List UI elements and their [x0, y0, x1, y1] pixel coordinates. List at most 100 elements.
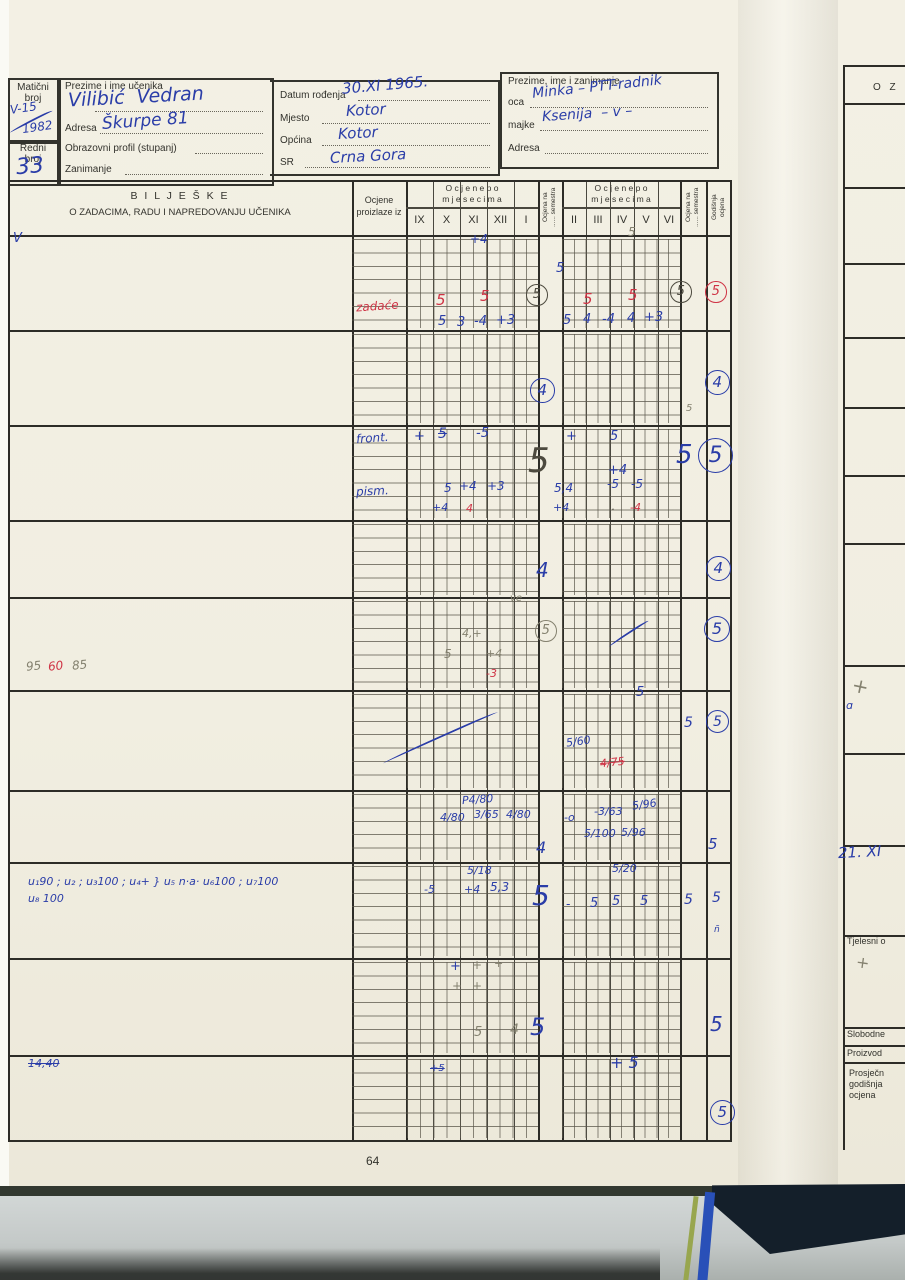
municipality-label: Općina [280, 135, 312, 146]
handwritten-grade: 5 [698, 438, 733, 473]
grid-line [407, 694, 538, 788]
semester1-header: Ocjena na ...... semestra [539, 182, 561, 233]
margin-note: 60 [47, 658, 64, 674]
profile-dotted-line [195, 152, 263, 154]
handwritten-grade: 5 [708, 835, 718, 853]
occupation-dotted-line [125, 173, 263, 175]
right-page-mark: + [854, 952, 871, 973]
grid-line [8, 690, 732, 692]
parents-box [500, 72, 719, 169]
grid-line [8, 330, 732, 332]
handwritten-grade: 4 [705, 370, 730, 395]
grid-line [845, 753, 905, 755]
handwritten-grade: 5,3 [490, 880, 510, 894]
grid-line [562, 334, 680, 423]
sr-dotted [305, 166, 490, 168]
margin-note: 14,40 [28, 1057, 60, 1070]
semester2-header: Ocjena na ...... semestra [681, 182, 705, 233]
grid-line [562, 429, 680, 518]
month-col-ii: II [570, 214, 578, 226]
grid-line [8, 235, 732, 237]
handwritten-grade: +4 [608, 463, 628, 478]
redni-broj-label: Redni broj [19, 143, 47, 165]
months-group2-label-1: O c j e n e p o [594, 183, 648, 193]
grid-line [845, 1045, 905, 1047]
grid-line [407, 429, 538, 518]
address-label: Adresa [65, 123, 97, 134]
semester2-header-text-1: Ocjena na [684, 192, 692, 223]
grid-line [407, 1059, 538, 1138]
handwritten-grade: + [566, 429, 577, 444]
grid-line [407, 866, 538, 956]
paper-edge [0, 0, 9, 1190]
grid-line [562, 1059, 680, 1138]
handwritten-grade: 5 [474, 1025, 483, 1040]
grid-line [562, 207, 680, 209]
months-group1-label-1: O c j e n e p o [445, 183, 499, 193]
handwritten-grade: 5 [528, 441, 550, 481]
godisnja-header-text-1: Godišnja [710, 194, 718, 221]
grid-line [407, 962, 538, 1053]
name-dotted-line [95, 110, 263, 112]
handwritten-grade: 4/80 [440, 811, 465, 824]
handwritten-grade: 5 [684, 892, 693, 908]
month-col-v: V [642, 214, 650, 226]
handwritten-grade: 5 [438, 314, 447, 329]
birth-date-label: Datum rođenja [280, 90, 346, 101]
handwritten-grade: 4/80 [506, 808, 531, 821]
semester1-header-text-2: ...... semestra [550, 187, 557, 228]
handwritten-grade: 4/75 [599, 754, 626, 771]
grid-line [845, 187, 905, 189]
biljeske-title: B I L J E Š K E [130, 190, 230, 202]
grid-line [407, 334, 538, 423]
grid-line [562, 524, 680, 595]
month-col-vi: VI [663, 214, 675, 226]
handwritten-grade: -3 [486, 667, 497, 680]
grid-line [407, 239, 538, 328]
handwritten-grade: 3/65 [474, 808, 499, 821]
desk-shadow [0, 1248, 660, 1280]
handwritten-grade: 5/100 [584, 827, 616, 840]
handwritten-grade: 5/60 [565, 733, 592, 750]
handwritten-grade: 5/96 [621, 826, 646, 839]
grid-line [538, 180, 540, 1142]
handwritten-grade: +4 [464, 883, 481, 896]
handwritten-grade: 5 [590, 896, 599, 911]
handwritten-grade: 5 [612, 894, 621, 909]
prosjecna-label-2: godišnja [849, 1079, 883, 1089]
grid-line [845, 407, 905, 409]
proizlaze-label-1: Ocjene [364, 195, 394, 205]
month-col-x: X [442, 214, 451, 226]
handwritten-grade: -5 [424, 883, 435, 896]
biljeske-subtitle: O ZADACIMA, RADU I NAPREDOVANJU UČENIKA [69, 207, 291, 218]
grid-line [562, 794, 680, 860]
grid-line [706, 180, 708, 1142]
student-info-box [57, 78, 274, 186]
grid-line [8, 425, 732, 427]
handwritten-grade: 5,4 [554, 481, 574, 495]
handwritten-grade: 5 [556, 261, 565, 276]
handwritten-grade: 5 [532, 879, 550, 912]
handwritten-grade: 4 [530, 378, 555, 403]
semester2-header-text-2: ...... semestra [693, 187, 700, 228]
tjelesni-label: Tjelesni o [847, 936, 886, 946]
birth-date-dotted [358, 99, 490, 101]
handwritten-grade: +3 [487, 479, 505, 493]
handwritten-grade: 5 [628, 286, 638, 304]
handwritten-grade: 5 [705, 281, 727, 303]
handwritten-grade: 5 [710, 1100, 735, 1125]
sr-label: SR [280, 157, 294, 168]
handwritten-grade: 4 [536, 558, 549, 582]
grid-line [8, 180, 10, 1142]
grid-line [845, 337, 905, 339]
grid-line [845, 665, 905, 667]
handwritten-grade: P4/80 [461, 791, 494, 808]
handwritten-grade: -5 [476, 426, 489, 441]
handwritten-grade: 5 [712, 890, 721, 906]
handwritten-grade: 5 [670, 281, 692, 303]
handwritten-grade: -3/63 [594, 805, 623, 818]
grid-line [8, 1055, 732, 1057]
handwritten-grade: +5 [430, 1063, 445, 1074]
source-note: zadaće [355, 297, 400, 315]
grid-line [845, 103, 905, 105]
